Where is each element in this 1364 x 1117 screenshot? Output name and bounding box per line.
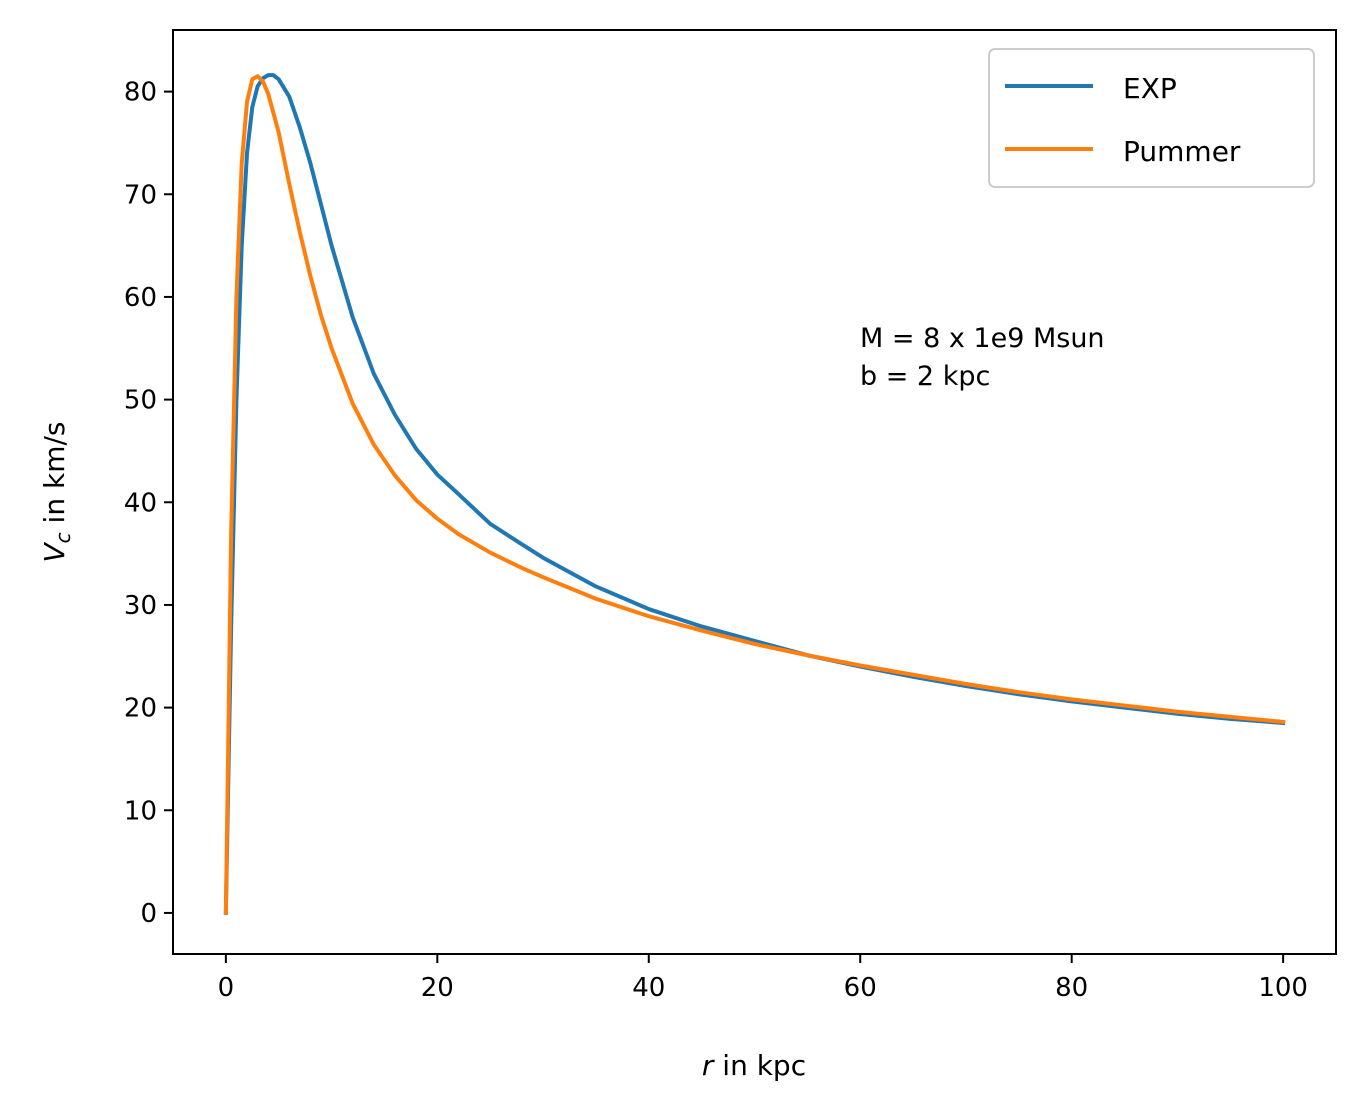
legend: EXP Pummer (988, 48, 1315, 188)
y-tick-label-60: 60 (124, 283, 157, 313)
x-tick-label-80: 80 (1055, 973, 1088, 1003)
annotation: M = 8 x 1e9 Msun b = 2 kpc (860, 323, 1113, 392)
y-axis-label: Vc in km/s (38, 422, 75, 563)
x-tick-label-100: 100 (1258, 973, 1308, 1003)
x-tick-label-0: 0 (218, 973, 235, 1003)
legend-box (988, 48, 1315, 188)
y-axis-unit: in km/s (38, 422, 71, 533)
y-tick-label-0: 0 (140, 899, 157, 929)
y-tick-label-10: 10 (124, 796, 157, 826)
y-tick-label-20: 20 (124, 694, 157, 724)
x-axis-var: r (702, 1049, 715, 1082)
series-line-exp (223, 73, 1286, 915)
series-layer (223, 73, 1286, 915)
plot-frame (172, 29, 1337, 955)
legend-label-exp: EXP (1123, 72, 1177, 105)
series-line-pummer (223, 74, 1286, 915)
legend-label-pummer: Pummer (1123, 135, 1241, 168)
annotation-line-2: b = 2 kpc (860, 361, 990, 392)
y-tick-label-40: 40 (124, 488, 157, 518)
y-tick-label-80: 80 (124, 78, 157, 108)
x-tick-label-40: 40 (632, 973, 665, 1003)
y-axis-var: V (38, 542, 71, 563)
y-tick-label-70: 70 (124, 180, 157, 210)
x-tick-label-20: 20 (421, 973, 454, 1003)
y-tick-label-30: 30 (124, 591, 157, 621)
x-axis-label: r in kpc (702, 1049, 806, 1082)
y-tick-label-50: 50 (124, 386, 157, 416)
annotation-line-1: M = 8 x 1e9 Msun (860, 323, 1105, 354)
y-axis-subscript: c (51, 532, 75, 543)
x-axis-unit: in kpc (713, 1049, 806, 1082)
ticks-layer: 0 20 40 60 80 100 0 10 20 30 40 50 60 70 80 (124, 78, 1308, 1003)
x-tick-label-60: 60 (844, 973, 877, 1003)
